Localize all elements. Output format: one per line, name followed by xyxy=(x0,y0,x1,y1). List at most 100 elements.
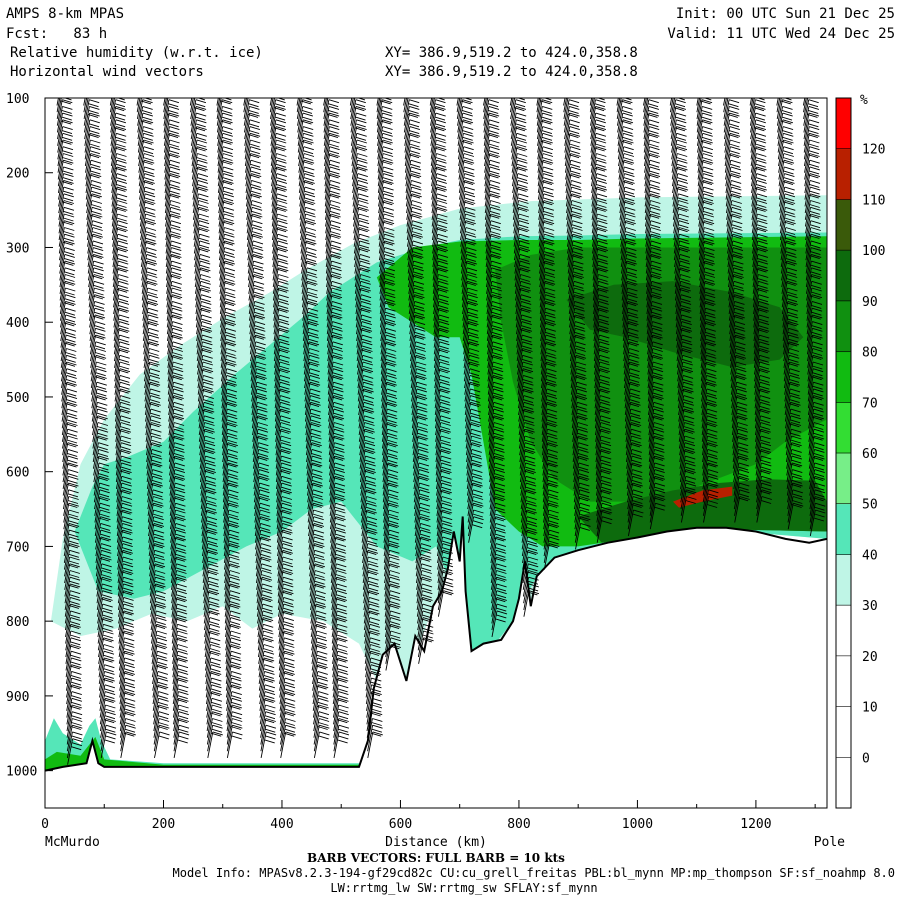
barb-feather xyxy=(207,536,218,541)
barb-feather xyxy=(276,153,287,157)
barb-staff xyxy=(413,449,419,476)
barb-staff xyxy=(356,341,363,368)
barb-feather xyxy=(154,556,165,561)
barb-feather xyxy=(318,722,329,726)
barb-feather xyxy=(207,587,219,592)
barb-feather xyxy=(318,704,329,709)
barb-feather xyxy=(122,549,133,554)
barb-feather xyxy=(253,280,265,285)
barb-feather xyxy=(279,327,290,332)
barb-feather xyxy=(488,150,500,155)
barb-feather xyxy=(468,314,479,319)
barb-feather xyxy=(418,466,429,471)
barb-feather xyxy=(369,630,381,635)
barb-feather xyxy=(251,204,262,208)
barb-feather xyxy=(252,271,264,276)
barb-feather xyxy=(146,291,158,296)
barb-feather xyxy=(472,520,484,525)
barb-staff xyxy=(278,624,285,651)
barb-feather xyxy=(101,576,113,581)
barb-staff xyxy=(58,173,64,200)
barb-staff xyxy=(301,254,308,281)
barb-feather xyxy=(172,436,183,441)
barb-staff xyxy=(362,550,369,577)
barb-feather xyxy=(384,253,395,258)
barb-feather xyxy=(336,678,347,683)
barb-feather xyxy=(226,432,237,437)
barb-feather xyxy=(168,194,180,199)
barb-staff xyxy=(382,435,389,463)
barb-staff xyxy=(220,308,227,335)
barb-feather xyxy=(205,486,216,491)
barb-feather xyxy=(203,395,214,400)
barb-staff xyxy=(353,207,360,234)
barb-feather xyxy=(119,385,130,390)
barb-feather xyxy=(491,376,502,381)
barb-feather xyxy=(522,341,533,346)
barb-feather xyxy=(169,204,180,208)
barb-feather xyxy=(362,341,373,346)
barb-feather xyxy=(66,432,78,437)
barb-feather xyxy=(368,607,379,612)
barb-feather xyxy=(388,553,399,558)
barb-staff xyxy=(300,227,307,254)
barb-feather xyxy=(89,130,100,135)
barb-feather xyxy=(492,416,503,421)
barb-feather xyxy=(359,227,370,231)
barb-staff xyxy=(220,335,227,362)
barb-feather xyxy=(337,623,348,628)
barb-staff xyxy=(113,294,120,321)
barb-staff xyxy=(511,139,518,167)
barb-staff xyxy=(303,328,310,355)
barb-feather xyxy=(525,486,536,491)
barb-feather xyxy=(276,159,287,164)
barb-feather xyxy=(251,179,262,184)
barb-staff xyxy=(146,435,153,463)
barb-staff xyxy=(517,375,524,402)
barb-feather xyxy=(171,247,182,252)
barb-staff xyxy=(408,261,414,288)
barb-staff xyxy=(350,113,357,140)
barb-feather xyxy=(328,194,340,199)
barb-feather xyxy=(493,446,504,451)
barb-staff xyxy=(196,335,203,362)
barb-staff xyxy=(325,254,332,281)
barb-staff xyxy=(60,321,67,348)
barb-feather xyxy=(383,237,394,242)
barb-feather xyxy=(367,543,378,548)
barb-feather xyxy=(144,173,155,178)
barb-feather xyxy=(230,661,241,666)
barb-feather xyxy=(439,334,450,339)
barb-feather xyxy=(329,80,339,83)
barb-staff xyxy=(222,449,229,476)
barb-feather xyxy=(228,522,240,527)
barb-feather xyxy=(360,304,371,309)
barb-feather xyxy=(358,237,369,242)
barb-feather xyxy=(443,590,454,595)
barb-staff xyxy=(300,234,307,261)
barb-feather xyxy=(119,450,130,455)
barb-feather xyxy=(124,701,135,706)
barb-feather xyxy=(230,596,241,601)
barb-feather xyxy=(472,462,483,467)
barb-feather xyxy=(97,422,109,426)
barb-feather xyxy=(495,547,506,552)
barb-feather xyxy=(441,482,452,487)
barb-feather xyxy=(337,688,348,693)
barb-staff xyxy=(117,556,124,584)
barb-staff xyxy=(205,657,212,684)
barb-feather xyxy=(277,240,288,245)
barb-feather xyxy=(365,448,376,453)
barb-staff xyxy=(140,220,147,247)
barb-feather xyxy=(493,415,505,420)
barb-staff xyxy=(407,247,414,274)
barb-feather xyxy=(230,650,242,655)
barb-feather xyxy=(435,112,446,117)
barb-staff xyxy=(521,516,528,543)
barb-staff xyxy=(272,240,279,267)
barb-feather xyxy=(256,395,268,400)
barb-staff xyxy=(328,435,335,463)
barb-feather xyxy=(384,322,395,327)
barb-feather xyxy=(417,415,428,420)
barb-staff xyxy=(163,98,169,119)
